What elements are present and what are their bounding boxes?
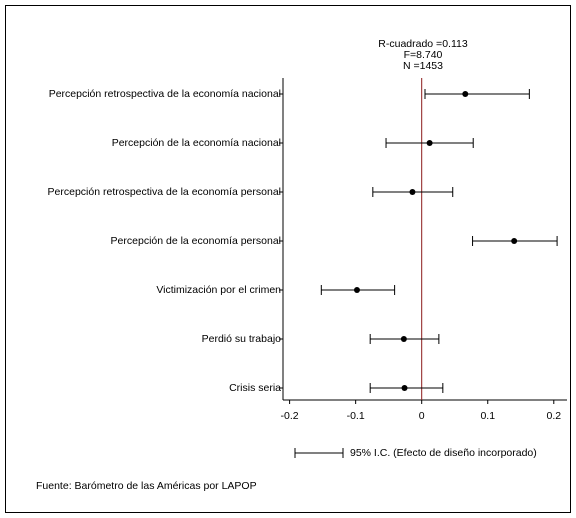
estimate-point xyxy=(409,189,416,195)
estimate-point xyxy=(426,140,433,146)
stat-annotation: F=8.740 xyxy=(404,49,443,61)
y-tick-label: Victimización por el crimen xyxy=(156,284,281,296)
source-note: Fuente: Barómetro de las Américas por LA… xyxy=(36,480,257,492)
legend-label: 95% I.C. (Efecto de diseño incorporado) xyxy=(350,447,537,459)
stat-annotation: N =1453 xyxy=(403,60,443,72)
estimate-point xyxy=(353,287,360,293)
stat-annotation: R-cuadrado =0.113 xyxy=(378,38,468,50)
y-tick-label: Percepción de la economía nacional xyxy=(112,137,281,149)
y-tick-label: Percepción retrospectiva de la economía … xyxy=(48,186,281,198)
estimate-point xyxy=(462,91,469,97)
x-tick-label: -0.2 xyxy=(281,410,299,422)
x-tick-label: 0.2 xyxy=(546,410,561,422)
y-tick-label: Crisis seria xyxy=(229,382,281,394)
estimate-point xyxy=(401,385,408,391)
x-tick-label: 0 xyxy=(419,410,425,422)
estimate-point xyxy=(400,336,407,342)
y-tick-label: Percepción de la economía personal xyxy=(111,235,281,247)
x-tick-label: 0.1 xyxy=(480,410,495,422)
x-tick-label: -0.1 xyxy=(347,410,365,422)
y-tick-label: Percepción retrospectiva de la economía … xyxy=(49,88,281,100)
y-tick-label: Perdió su trabajo xyxy=(202,333,282,345)
estimate-point xyxy=(511,238,518,244)
frame xyxy=(5,5,571,513)
